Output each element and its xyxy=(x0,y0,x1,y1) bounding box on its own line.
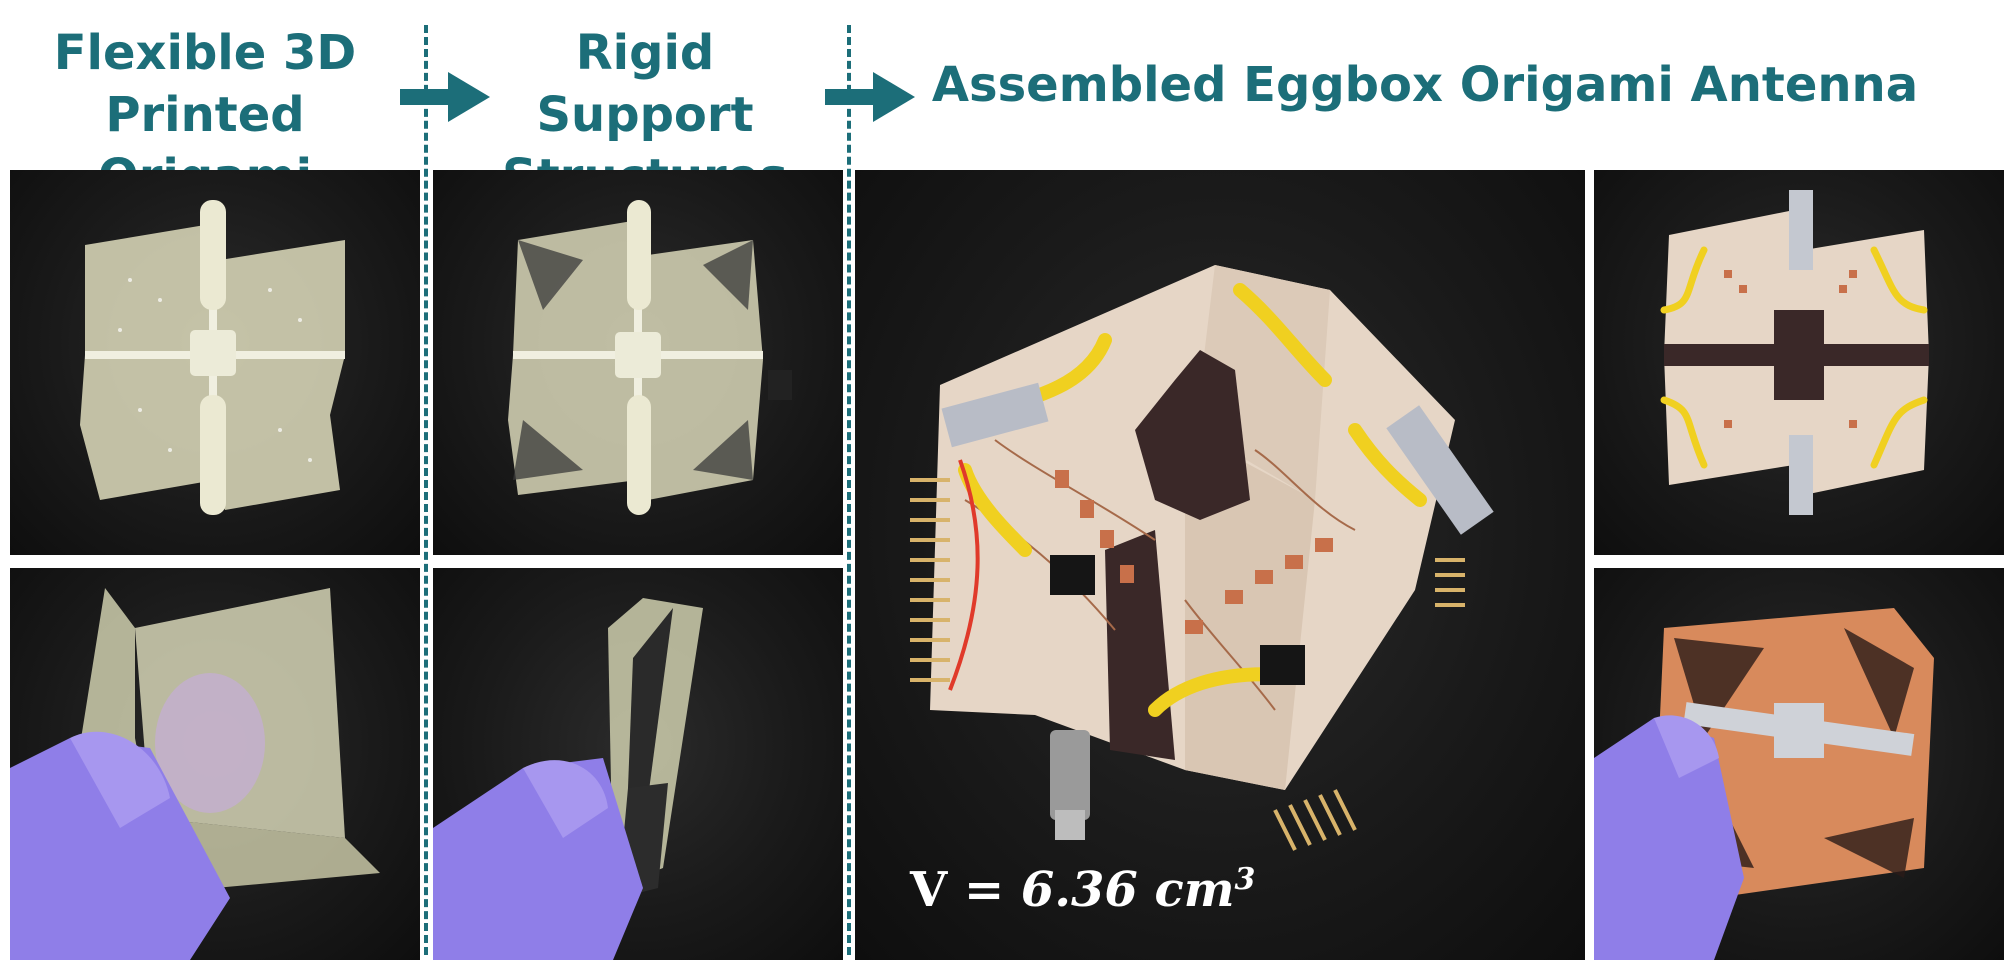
volume-equals: = xyxy=(947,862,1021,918)
volume-label: V = 6.36 cm3 xyxy=(910,862,1255,918)
volume-variable: V xyxy=(910,862,948,918)
arrow-right-icon xyxy=(825,72,915,122)
header-line-1: Rigid Support xyxy=(536,25,754,143)
photo-assembled-antenna-top xyxy=(1594,170,2004,555)
divider-line xyxy=(847,25,851,955)
photo-rigid-support-flat xyxy=(433,170,843,555)
volume-exponent: 3 xyxy=(1234,862,1256,897)
volume-value: 6.36 xyxy=(1020,862,1138,918)
photo-flexible-origami-flat xyxy=(10,170,420,555)
photo-assembled-antenna-held xyxy=(1594,568,2004,960)
photo-rigid-support-folded xyxy=(433,568,843,960)
arrow-right-icon xyxy=(400,72,490,122)
header-line-1: Flexible 3D xyxy=(53,25,357,81)
volume-unit: cm xyxy=(1154,862,1235,918)
photo-assembled-antenna xyxy=(855,170,1585,960)
header-assembled-antenna: Assembled Eggbox Origami Antenna xyxy=(931,57,1919,113)
divider-line xyxy=(424,25,428,955)
photo-flexible-origami-folded xyxy=(10,568,420,960)
